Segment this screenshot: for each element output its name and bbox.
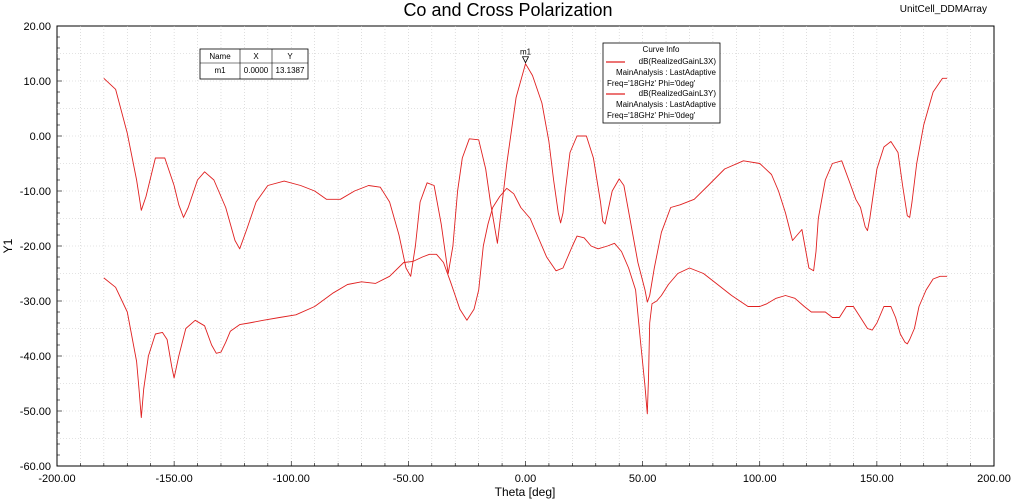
x-axis-label: Theta [deg] (495, 485, 556, 499)
x-tick-label: 200.00 (977, 473, 1011, 485)
x-tick-label: 100.00 (743, 473, 777, 485)
marker-label: m1 (520, 48, 532, 57)
y-tick-label: 20.00 (23, 21, 51, 33)
legend-entry-l3y-freq: Freq='18GHz' Phi='0deg' (607, 111, 696, 120)
x-tick-label: 50.00 (629, 473, 657, 485)
x-tick-label: -100.00 (273, 473, 310, 485)
y-axis-label: Y1 (1, 238, 15, 253)
marker-m1[interactable]: m1 (520, 48, 532, 64)
legend-entry-l3x-freq: Freq='18GHz' Phi='0deg' (607, 79, 696, 88)
grid (57, 26, 994, 466)
series-group (103, 63, 948, 419)
series-line-l3y (103, 187, 948, 419)
legend-title: Curve Info (643, 45, 680, 54)
design-name: UnitCell_DDMArray (900, 4, 987, 15)
y-tick-label: -30.00 (20, 296, 51, 308)
marker-table-header-y: Y (287, 52, 293, 61)
y-tick-label: 0.00 (30, 131, 51, 143)
x-tick-label: -150.00 (155, 473, 192, 485)
marker-table-cell-x: 0.0000 (244, 66, 269, 75)
legend-entry-l3x-analysis: MainAnalysis : LastAdaptive (616, 68, 717, 77)
y-tick-label: -60.00 (20, 461, 51, 473)
marker-triangle-icon[interactable] (521, 56, 530, 64)
y-tick-labels: 20.00 10.00 0.00 -10.00 -20.00 -30.00 -40.00 -5… (20, 21, 51, 473)
series-line-l3x (103, 63, 948, 303)
marker-table-box (199, 48, 309, 80)
y-tick-label: -40.00 (20, 351, 51, 363)
legend-box (602, 42, 721, 124)
chart-title: Co and Cross Polarization (403, 0, 612, 20)
x-tick-label: -50.00 (393, 473, 424, 485)
legend-entry-l3y-analysis: MainAnalysis : LastAdaptive (616, 100, 717, 109)
minor-ticks (56, 25, 995, 467)
marker-table[interactable]: Name X Y m1 0.0000 13.1387 (199, 48, 309, 80)
marker-table-cell-y: 13.1387 (276, 66, 305, 75)
marker-table-cell-name: m1 (214, 66, 226, 75)
legend-entry-l3x-name: dB(RealizedGainL3X) (639, 57, 717, 66)
y-tick-label: -50.00 (20, 406, 51, 418)
x-tick-label: -200.00 (38, 473, 75, 485)
y-tick-label: -10.00 (20, 186, 51, 198)
y-tick-label: -20.00 (20, 241, 51, 253)
marker-table-header-x: X (253, 52, 259, 61)
legend[interactable]: Curve Info dB(RealizedGainL3X) MainAnaly… (602, 42, 721, 124)
legend-entry-l3y-name: dB(RealizedGainL3Y) (639, 89, 717, 98)
x-tick-label: 0.00 (515, 473, 536, 485)
y-tick-label: 10.00 (23, 76, 51, 88)
x-tick-labels: -200.00 -150.00 -100.00 -50.00 0.00 50.00 100.… (38, 473, 1010, 485)
marker-table-header-name: Name (209, 52, 231, 61)
x-tick-label: 150.00 (860, 473, 894, 485)
